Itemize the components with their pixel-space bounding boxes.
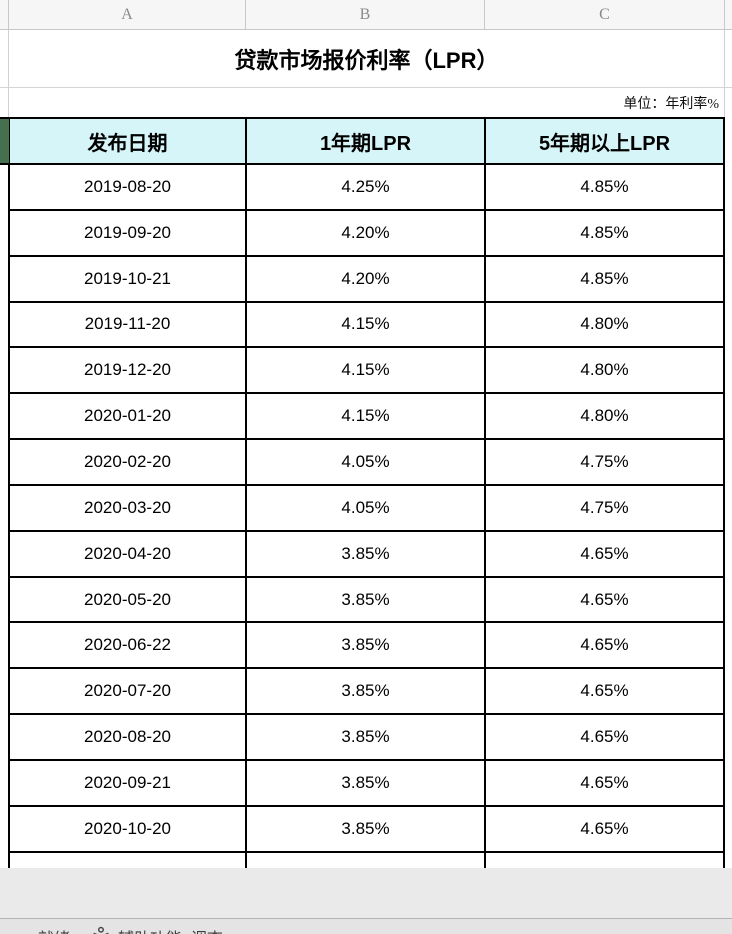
table-row: 2020-09-21 3.85% 4.65%	[10, 760, 723, 807]
table-cell[interactable]: 4.15%	[247, 394, 486, 439]
table-cell[interactable]: 3.85%	[247, 531, 486, 576]
header-cell-publish-date[interactable]: 发布日期	[10, 119, 247, 163]
title-row: 贷款市场报价利率（LPR）	[0, 31, 732, 88]
table-cell[interactable]: 2020-08-20	[10, 715, 247, 759]
unit-label-cell[interactable]: 单位：年利率%	[623, 97, 719, 112]
table-cell[interactable]: 2020-01-20	[10, 394, 247, 439]
selected-row-marker	[0, 117, 9, 165]
column-header-c[interactable]: C	[485, 0, 725, 29]
table-cell[interactable]: 4.05%	[247, 485, 486, 530]
table-cell[interactable]: 4.65%	[580, 635, 629, 655]
table-header-row: 发布日期 1年期LPR 5年期以上LPR	[10, 119, 723, 165]
column-header-b[interactable]: B	[246, 0, 485, 29]
gridline-right	[724, 30, 725, 117]
table-cell[interactable]: 4.75%	[580, 451, 629, 471]
table-row: 2020-04-20 3.85% 4.65%	[10, 531, 723, 578]
table-cell[interactable]: 4.65%	[580, 772, 629, 792]
table-row: 2020-01-20 4.15% 4.80%	[10, 394, 723, 441]
table-cell[interactable]: 3.85%	[247, 577, 486, 622]
table-cell[interactable]: 4.20%	[247, 210, 486, 255]
table-body: 2019-08-20 4.25% 4.85% 2019-09-20 4.20% 4.85%…	[10, 165, 723, 853]
table-cell[interactable]	[486, 853, 723, 868]
lpr-table: 发布日期 1年期LPR 5年期以上LPR 2019-08-20 4.25% 4.85…	[8, 117, 725, 868]
table-cell[interactable]: 2019-08-20	[10, 165, 247, 209]
table-row: 2019-11-20 4.15% 4.80%	[10, 302, 723, 349]
table-cell[interactable]: 4.85%	[580, 176, 629, 196]
table-row: 2020-02-20 4.05% 4.75%	[10, 440, 723, 486]
gridline-left	[8, 30, 9, 117]
table-cell[interactable]: 4.85%	[580, 222, 629, 242]
table-cell[interactable]: 4.85%	[580, 268, 629, 288]
table-cell[interactable]: 4.80%	[580, 314, 629, 334]
table-cell[interactable]: 3.85%	[247, 806, 486, 851]
table-cell[interactable]: 2020-02-20	[10, 440, 247, 484]
table-cell[interactable]: 4.75%	[580, 497, 629, 517]
accessibility-status-button[interactable]: 辅助功能: 调查	[92, 925, 223, 934]
accessibility-status-label: 辅助功能: 调查	[118, 925, 223, 934]
table-cell[interactable]: 2020-05-20	[10, 577, 247, 622]
table-row: 2020-06-22 3.85% 4.65%	[10, 623, 723, 670]
accessibility-person-icon	[93, 926, 109, 934]
table-cell[interactable]: 4.80%	[580, 360, 629, 380]
header-cell-1y-lpr[interactable]: 1年期LPR	[247, 119, 486, 163]
table-cell[interactable]: 3.85%	[247, 623, 486, 668]
table-row: 2020-05-20 3.85% 4.65%	[10, 577, 723, 624]
table-cell[interactable]: 4.80%	[580, 406, 629, 426]
table-cell[interactable]: 2020-09-21	[10, 760, 247, 805]
table-cell[interactable]: 4.65%	[580, 727, 629, 747]
table-cell[interactable]: 2019-11-20	[10, 302, 247, 347]
column-header-a[interactable]: A	[9, 0, 246, 29]
table-cell[interactable]: 4.65%	[580, 681, 629, 701]
column-header-strip: A B C	[0, 0, 732, 30]
table-cell[interactable]: 2020-10-20	[10, 806, 247, 851]
table-cell[interactable]: 2020-04-20	[10, 531, 247, 576]
table-cell[interactable]: 4.05%	[247, 440, 486, 484]
table-row: 2020-03-20 4.05% 4.75%	[10, 485, 723, 532]
table-cell[interactable]: 3.85%	[247, 760, 486, 805]
table-cell[interactable]: 2020-07-20	[10, 669, 247, 714]
table-cell[interactable]: 2019-10-21	[10, 256, 247, 301]
table-cell[interactable]: 2019-12-20	[10, 348, 247, 393]
status-bar: 就绪 辅助功能: 调查	[0, 918, 732, 934]
table-cell[interactable]: 4.20%	[247, 256, 486, 301]
table-cell[interactable]	[247, 852, 486, 868]
table-cell[interactable]: 2019-09-20	[10, 210, 247, 255]
sheet-title-cell[interactable]: 贷款市场报价利率（LPR）	[234, 48, 499, 73]
table-cell[interactable]: 4.65%	[580, 589, 629, 609]
table-row: 2019-12-20 4.15% 4.80%	[10, 348, 723, 395]
sheet-tab-bar: ◀ ▶ Sheet0 +	[0, 868, 732, 918]
table-row: 2019-10-21 4.20% 4.85%	[10, 256, 723, 303]
table-cell[interactable]	[10, 852, 247, 868]
table-row: 2020-10-20 3.85% 4.65%	[10, 806, 723, 853]
table-row: 2020-08-20 3.85% 4.65%	[10, 715, 723, 761]
table-cell[interactable]: 4.25%	[247, 165, 486, 209]
table-cell[interactable]: 4.65%	[580, 818, 629, 838]
table-cell[interactable]: 4.15%	[247, 302, 486, 347]
table-row: 2020-07-20 3.85% 4.65%	[10, 669, 723, 716]
table-cell[interactable]: 3.85%	[247, 669, 486, 714]
row-header-corner[interactable]	[0, 0, 9, 30]
partial-row	[10, 852, 723, 868]
header-cell-5y-lpr[interactable]: 5年期以上LPR	[538, 132, 671, 155]
table-cell[interactable]: 2020-06-22	[10, 623, 247, 668]
table-row: 2019-09-20 4.20% 4.85%	[10, 210, 723, 257]
table-cell[interactable]: 4.65%	[580, 543, 629, 563]
table-cell[interactable]: 3.85%	[247, 715, 486, 759]
status-ready-label: 就绪	[38, 925, 70, 934]
table-row: 2019-08-20 4.25% 4.85%	[10, 165, 723, 211]
table-cell[interactable]: 4.15%	[247, 348, 486, 393]
table-cell[interactable]: 2020-03-20	[10, 485, 247, 530]
